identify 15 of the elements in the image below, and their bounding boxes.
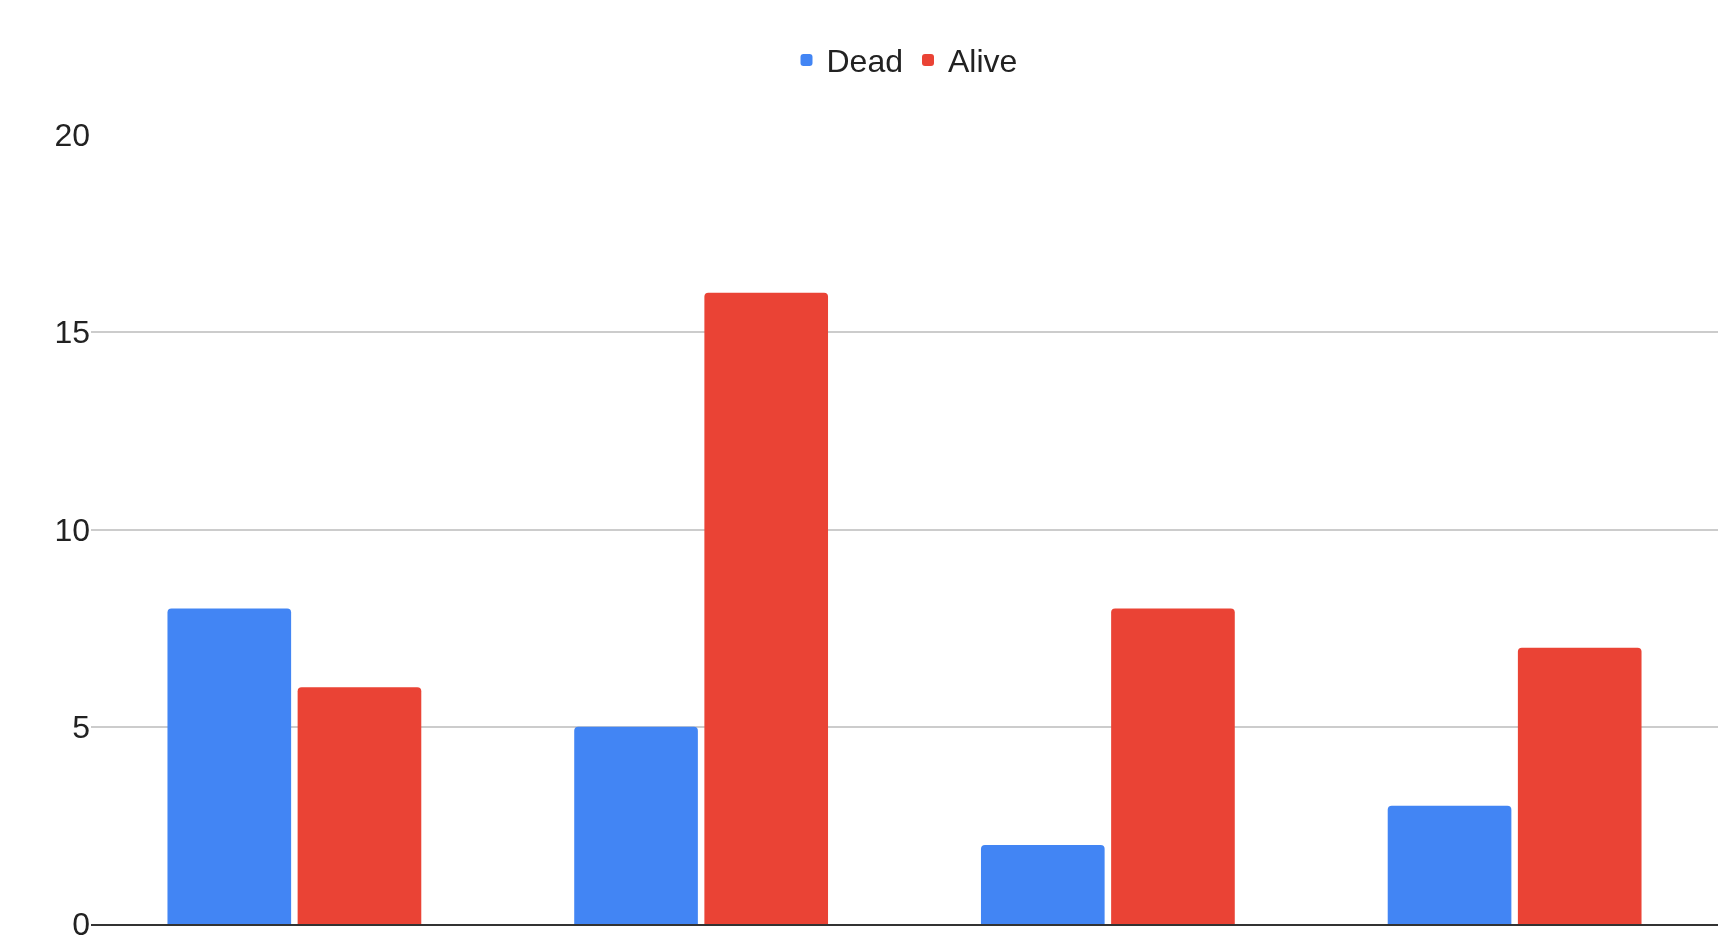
y-tick-label: 0 [72,906,90,943]
bar [574,726,698,924]
legend-label: Dead [826,43,903,80]
bar [704,292,829,924]
bar [1387,805,1512,924]
y-tick-label: 20 [54,117,90,154]
bar [1517,647,1642,924]
y-tick-label: 5 [72,708,90,745]
y-tick-label: 15 [54,314,90,351]
legend-label: Alive [948,43,1018,80]
bar [297,687,422,924]
bar [167,608,292,924]
bar [1111,608,1235,924]
y-tick-label: 10 [54,511,90,548]
bar [980,845,1105,924]
